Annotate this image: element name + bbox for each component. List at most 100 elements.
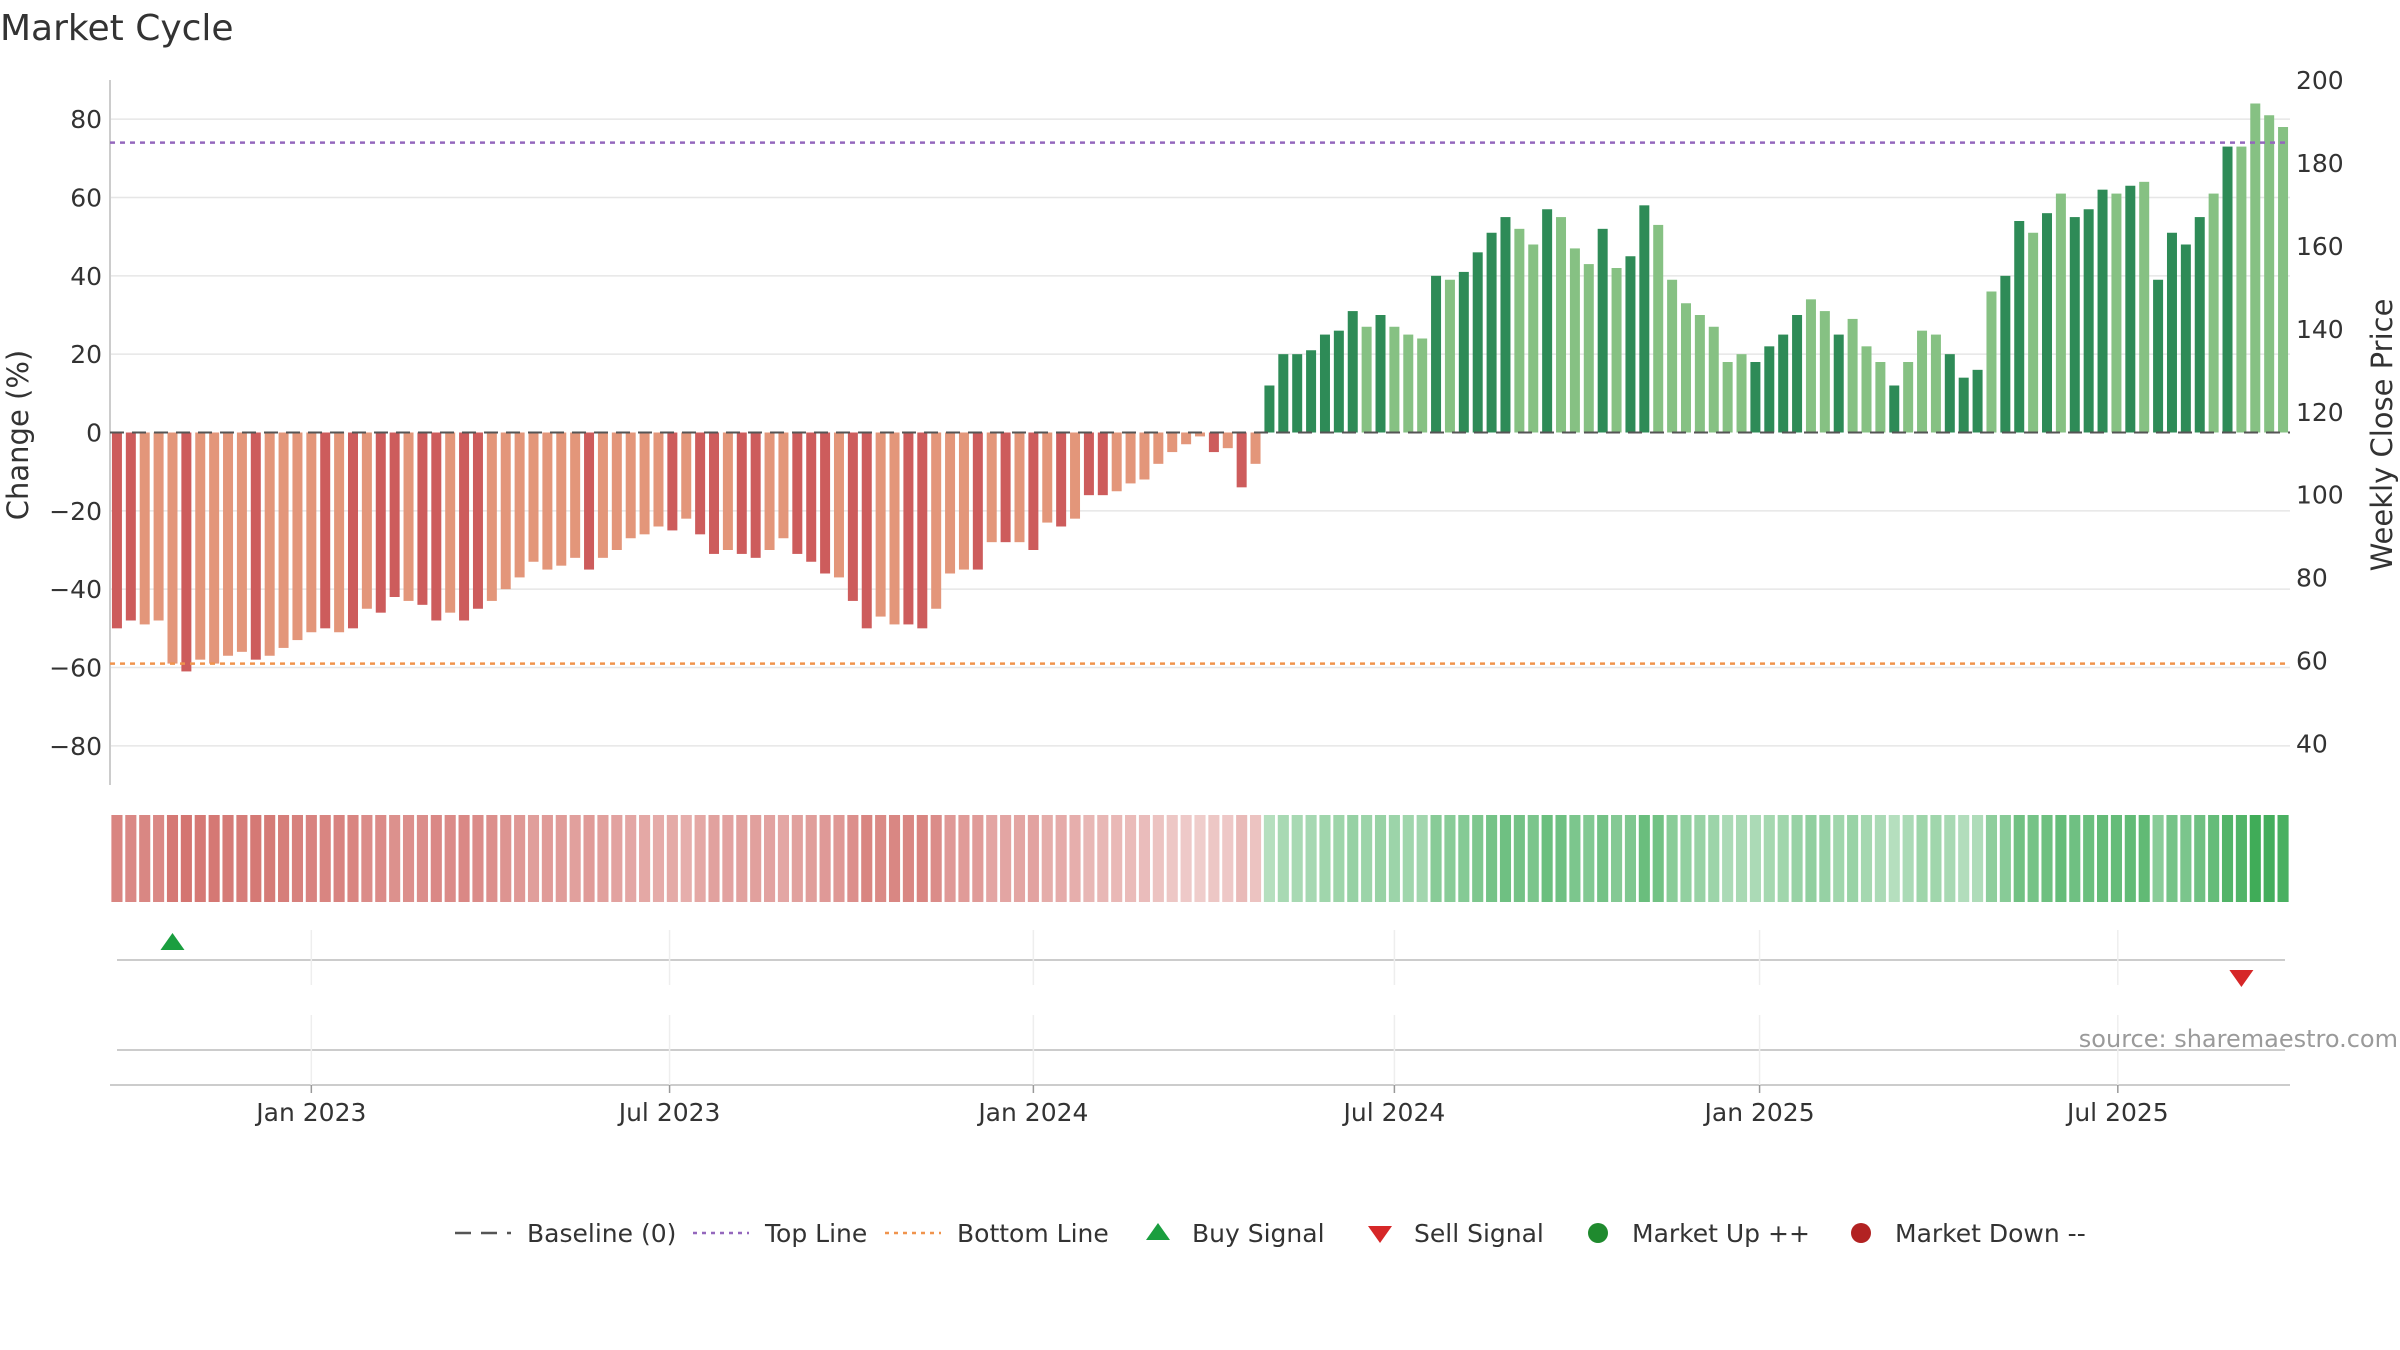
legend-item: Buy Signal: [1146, 1219, 1325, 1248]
heat-cell: [2096, 815, 2109, 902]
reference-lines: [110, 141, 2290, 665]
bar: [1625, 256, 1636, 433]
bar: [820, 432, 831, 574]
bar: [1514, 228, 1525, 433]
y-tick-label: −60: [49, 654, 102, 683]
heat-cell: [972, 815, 984, 902]
bar: [1375, 315, 1386, 433]
heat-cell: [930, 815, 942, 902]
bar: [792, 432, 803, 554]
bar: [917, 432, 928, 629]
y2-axis-ticks: 40 60 80 100 120 140 160 180 200: [2296, 66, 2344, 759]
bar: [375, 432, 386, 613]
bar: [2097, 189, 2108, 433]
bar: [1569, 248, 1580, 433]
y-tick-label: 0: [86, 419, 102, 448]
heat-cell: [1527, 815, 1539, 902]
heat-cell: [1833, 815, 1845, 902]
heat-cell: [2194, 815, 2206, 902]
heat-cell: [833, 815, 845, 902]
heat-cell: [680, 815, 692, 902]
heat-cell: [180, 815, 192, 902]
x-axis-ticks: Jan 2023 Jul 2023 Jan 2024 Jul 2024 Jan 2025…: [254, 1085, 2169, 1127]
heat-cell: [458, 815, 470, 902]
bar: [1708, 326, 1719, 433]
bar: [2083, 209, 2094, 433]
bar: [1042, 432, 1053, 523]
heat-cell: [1402, 815, 1414, 902]
heat-cell: [1666, 815, 1678, 902]
heat-cell: [986, 815, 998, 902]
bar: [903, 432, 914, 625]
heat-cell: [2110, 815, 2122, 902]
bar: [1583, 264, 1594, 433]
bar: [1292, 354, 1303, 433]
bar: [1139, 432, 1150, 480]
bar: [1472, 252, 1483, 433]
bar: [2180, 244, 2191, 433]
heat-cell: [264, 815, 276, 902]
heat-cell: [1083, 815, 1095, 902]
bar: [1083, 432, 1094, 496]
buy-signal-marker: [160, 933, 185, 950]
heat-cell: [1958, 815, 1970, 902]
legend-item: Market Up ++: [1588, 1219, 1810, 1248]
heat-cell: [2124, 815, 2136, 902]
bar: [1000, 432, 1011, 543]
heat-cell: [2221, 815, 2234, 902]
legend-label: Baseline (0): [527, 1219, 676, 1248]
heat-cell: [1486, 815, 1498, 902]
heat-cell: [597, 815, 609, 902]
heat-cell: [1888, 815, 1900, 902]
heat-strip: [111, 815, 2289, 902]
bar: [889, 432, 900, 625]
bar: [1986, 291, 1997, 433]
y2-tick-label: 160: [2296, 232, 2344, 261]
bar: [236, 432, 247, 652]
legend-item: Bottom Line: [885, 1219, 1109, 1248]
heat-cell: [888, 815, 901, 902]
bar: [1014, 432, 1025, 543]
bar: [1195, 432, 1205, 437]
source-credit: source: sharemaestro.com: [2079, 1025, 2398, 1053]
bar: [2250, 103, 2261, 433]
heat-cell: [1583, 815, 1595, 902]
bar: [1833, 334, 1844, 433]
bar: [2111, 193, 2122, 433]
bar: [1264, 385, 1275, 433]
heat-cell: [736, 815, 748, 902]
bar: [1861, 346, 1872, 433]
heat-cell: [194, 815, 206, 902]
heat-cell: [486, 815, 498, 902]
bar: [1181, 432, 1192, 445]
bar: [1597, 228, 1608, 433]
bar: [1903, 362, 1914, 433]
heat-cell: [791, 815, 803, 902]
heat-cell: [2083, 815, 2095, 902]
y2-tick-label: 120: [2296, 398, 2344, 427]
heat-cell: [694, 815, 706, 902]
heat-cell: [1263, 815, 1275, 902]
heat-cell: [1763, 815, 1775, 902]
bar: [1236, 432, 1247, 488]
bar: [500, 432, 511, 590]
bar: [1070, 432, 1081, 519]
heat-cell: [1000, 815, 1012, 902]
legend-swatch-triangle-up: [1146, 1223, 1170, 1240]
heat-cell: [639, 815, 651, 902]
heat-cell: [902, 815, 914, 902]
bar: [1403, 334, 1414, 433]
bar: [1694, 315, 1705, 433]
bar: [611, 432, 622, 550]
bar: [778, 432, 789, 539]
bar: [445, 432, 456, 613]
y-tick-label: 20: [70, 340, 102, 369]
y2-tick-label: 180: [2296, 149, 2344, 178]
heat-cell: [583, 815, 595, 902]
bar: [125, 432, 136, 621]
bar: [931, 432, 942, 609]
y2-tick-label: 100: [2296, 481, 2344, 510]
bar: [1528, 244, 1539, 433]
legend: Baseline (0) Top Line Bottom Line Buy Signa…: [455, 1219, 2086, 1248]
heat-cell: [1860, 815, 1873, 902]
